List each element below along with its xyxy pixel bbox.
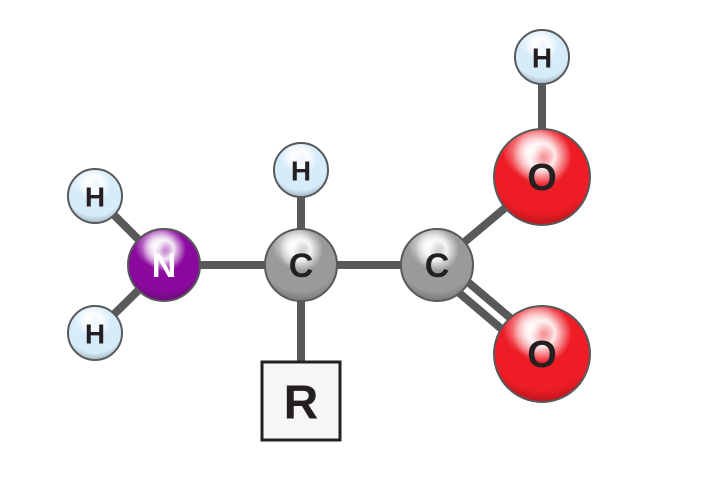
atom-label-oxygen_dbl: O <box>527 334 557 376</box>
atom-label-carbon_carboxyl: C <box>425 247 450 285</box>
atom-label-hydrogen_oh: H <box>532 43 552 74</box>
bonds <box>95 57 547 366</box>
atom-label-carbon_alpha: C <box>289 247 314 285</box>
atom-oxygen_dbl: O <box>494 306 590 402</box>
atom-label-hydrogen_n_bot: H <box>85 319 105 350</box>
atom-label-hydrogen_n_top: H <box>85 182 105 213</box>
atom-oxygen_oh: O <box>494 129 590 225</box>
atom-label-oxygen_oh: O <box>527 157 557 199</box>
atom-label-hydrogen_ca: H <box>291 156 311 187</box>
atom-hydrogen_n_top: H <box>68 169 122 223</box>
atom-hydrogen_n_bot: H <box>68 306 122 360</box>
r-group-label: R <box>284 377 319 430</box>
atom-label-nitrogen: N <box>152 247 177 285</box>
r-group: R <box>262 362 340 440</box>
atom-carbon_carboxyl: C <box>401 229 473 301</box>
atom-nitrogen: N <box>128 229 200 301</box>
atom-carbon_alpha: C <box>265 229 337 301</box>
atom-hydrogen_ca: H <box>274 143 328 197</box>
atom-hydrogen_oh: H <box>515 30 569 84</box>
